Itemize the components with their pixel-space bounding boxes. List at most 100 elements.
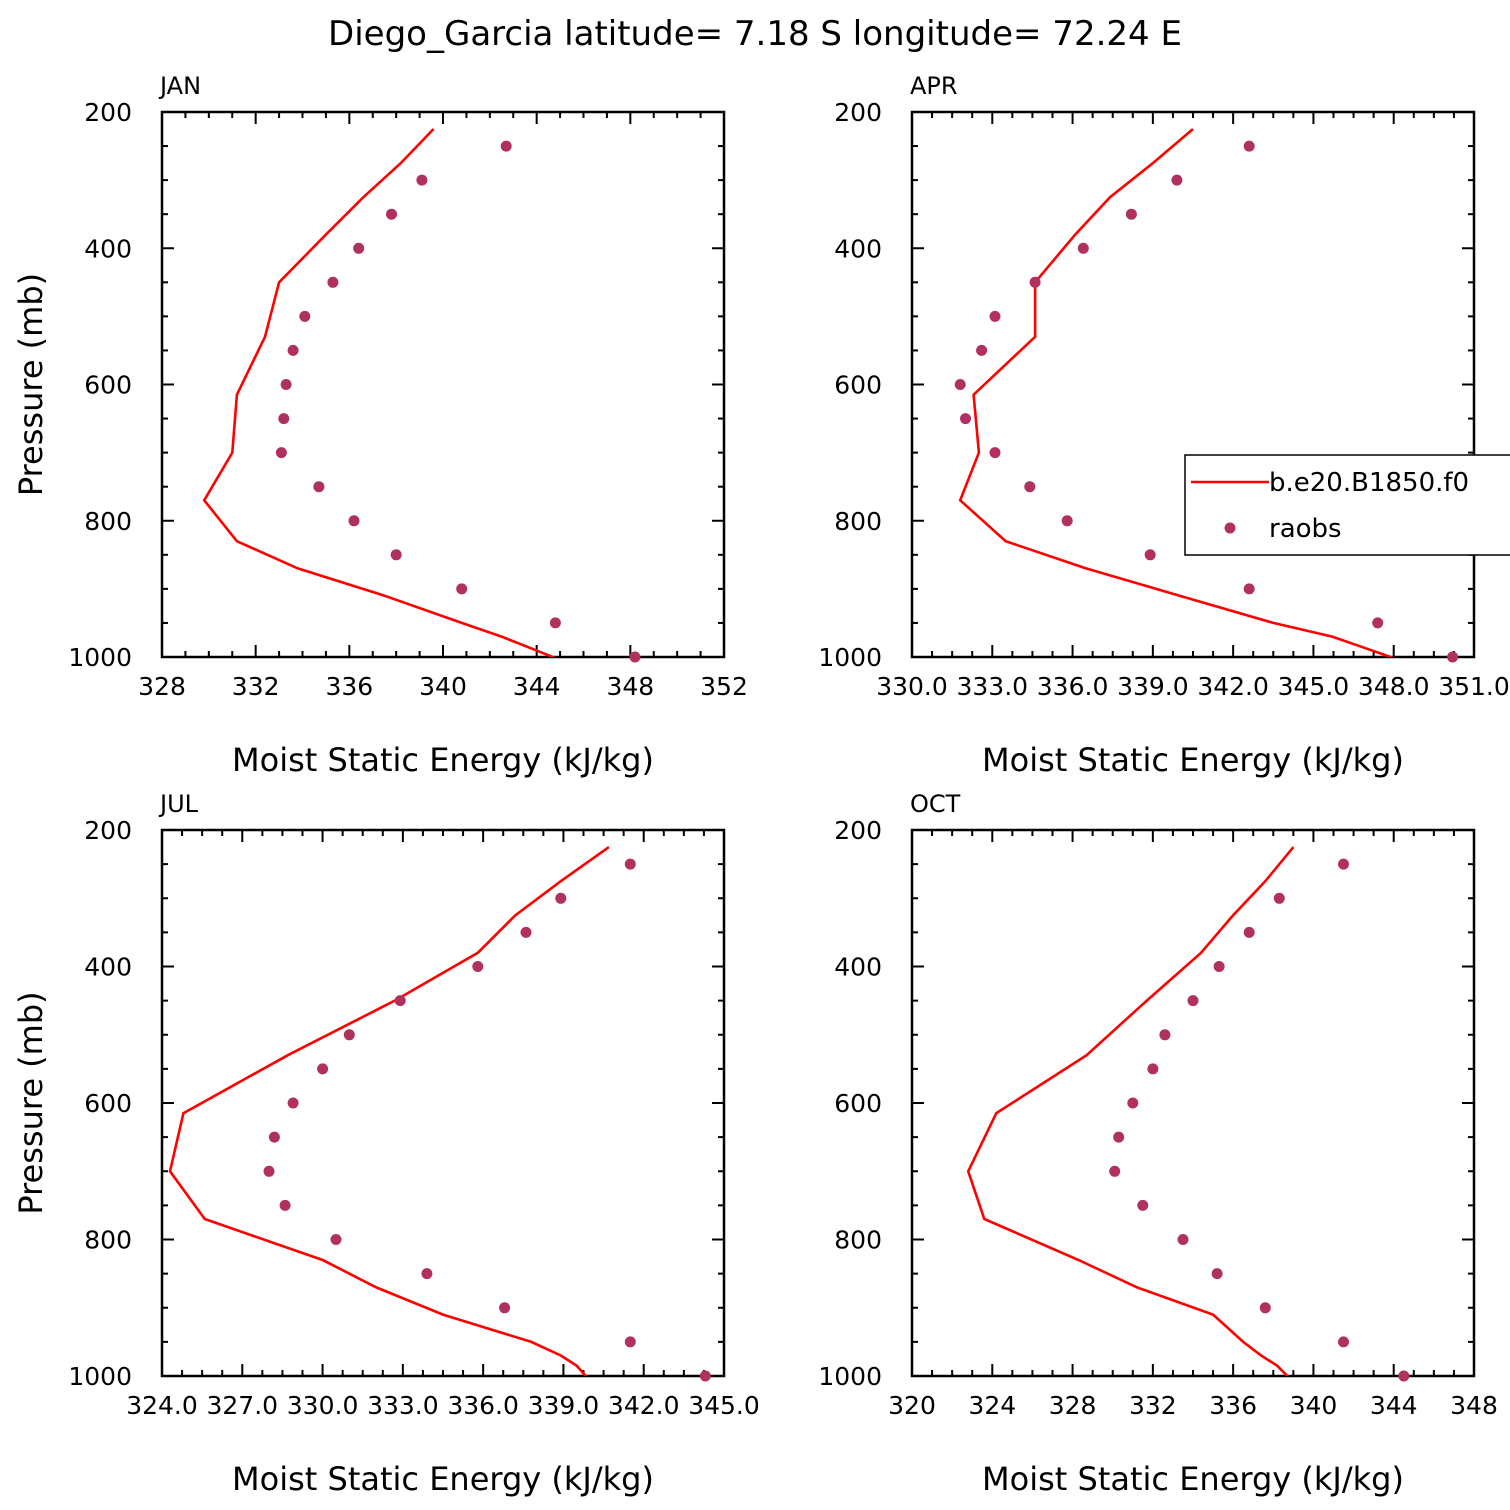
x-tick-label: 342.0 <box>608 1391 680 1420</box>
obs-point <box>500 140 512 152</box>
plot-frame <box>160 828 726 1378</box>
panel-apr: 330.0 333.0 336.0 339.0 342.0 345.0 348.0 351.0… <box>818 72 1509 779</box>
obs-point <box>629 651 641 663</box>
obs-point <box>1211 1268 1223 1280</box>
plot-frame <box>160 110 726 659</box>
obs-point <box>555 892 567 904</box>
panel-label: APR <box>910 72 958 100</box>
obs-point <box>1259 1302 1271 1314</box>
obs-point <box>456 583 468 595</box>
obs-point <box>1243 926 1255 938</box>
obs-point <box>275 447 287 459</box>
y-tick-label: 600 <box>834 1089 882 1118</box>
obs-point <box>1125 208 1137 220</box>
y-tick-label: 200 <box>84 98 132 127</box>
x-tick-label: 345.0 <box>1278 672 1350 701</box>
obs-point <box>263 1165 275 1177</box>
obs-point <box>989 447 1001 459</box>
y-axis-label: Pressure (mb) <box>12 991 50 1214</box>
x-tick-label: 328 <box>1049 1391 1097 1420</box>
obs-point <box>1109 1165 1121 1177</box>
obs-point <box>1243 140 1255 152</box>
obs-point <box>1159 1029 1171 1041</box>
model-series-line <box>168 846 610 1376</box>
obs-point <box>960 413 971 425</box>
x-tick-label: 324.0 <box>126 1391 198 1420</box>
y-tick-label: 600 <box>84 1089 132 1118</box>
y-tick-label: 1000 <box>68 1362 132 1391</box>
obs-point <box>472 961 484 972</box>
legend-model-label: b.e20.B1850.f0 <box>1269 468 1469 498</box>
x-tick-label: 328 <box>138 672 186 701</box>
obs-point <box>287 1097 299 1109</box>
obs-point <box>1144 549 1156 561</box>
y-tick-label: 800 <box>834 1226 882 1255</box>
obs-point <box>313 481 325 493</box>
x-tick-label: 332 <box>1129 1391 1177 1420</box>
x-tick-label: 324 <box>968 1391 1016 1420</box>
obs-point <box>280 379 292 390</box>
y-tick-label: 800 <box>834 507 882 536</box>
obs-point <box>343 1029 355 1041</box>
obs-point <box>348 515 360 527</box>
obs-point <box>1147 1063 1159 1075</box>
y-tick-label: 200 <box>834 98 882 127</box>
obs-point <box>386 208 397 220</box>
panel-label: JAN <box>158 72 201 100</box>
x-tick-label: 339.0 <box>528 1391 600 1420</box>
obs-point <box>1137 1199 1149 1211</box>
y-tick-label: 400 <box>84 234 132 263</box>
obs-point <box>1077 242 1089 254</box>
legend-box <box>1184 454 1510 556</box>
obs-point <box>287 344 299 356</box>
obs-point <box>624 1336 636 1348</box>
y-tick-label: 400 <box>84 953 132 982</box>
x-tick-label: 340 <box>419 672 467 701</box>
obs-point <box>278 413 290 425</box>
x-axis-label: Moist Static Energy (kJ/kg) <box>232 741 654 779</box>
obs-point <box>327 276 339 288</box>
legend-obs-swatch <box>1224 522 1236 534</box>
x-tick-label: 348 <box>606 672 654 701</box>
obs-point <box>1447 651 1459 663</box>
x-tick-label: 336.0 <box>1037 672 1109 701</box>
x-tick-label: 344 <box>513 672 561 701</box>
model-series-line <box>966 846 1295 1376</box>
obs-point <box>1243 583 1255 595</box>
obs-point <box>1187 995 1199 1007</box>
y-tick-label: 400 <box>834 953 882 982</box>
obs-point <box>330 1234 342 1245</box>
model-series-line <box>958 128 1395 657</box>
panel-label: OCT <box>910 790 961 818</box>
panel-jul: 324.0 327.0 330.0 333.0 336.0 339.0 342.0 345.0… <box>12 790 760 1498</box>
x-axis-label: Moist Static Energy (kJ/kg) <box>982 1460 1404 1498</box>
obs-point <box>1171 174 1183 186</box>
obs-point <box>1029 276 1041 288</box>
obs-point <box>624 858 636 870</box>
x-tick-label: 348 <box>1450 1391 1498 1420</box>
x-tick-label: 327.0 <box>206 1391 278 1420</box>
x-tick-label: 320 <box>888 1391 936 1420</box>
x-tick-label: 339.0 <box>1117 672 1189 701</box>
y-tick-label: 600 <box>834 371 882 400</box>
y-tick-label: 200 <box>84 816 132 845</box>
obs-point <box>1024 481 1036 493</box>
model-series-line <box>202 128 557 657</box>
x-tick-label: 348.0 <box>1358 672 1430 701</box>
x-tick-label: 344 <box>1370 1391 1418 1420</box>
x-tick-label: 336 <box>325 672 373 701</box>
x-tick-label: 340 <box>1290 1391 1338 1420</box>
x-tick-label: 336 <box>1209 1391 1257 1420</box>
obs-point <box>421 1268 433 1280</box>
x-tick-label: 342.0 <box>1197 672 1269 701</box>
obs-point <box>268 1131 280 1143</box>
panel-jan: 328 332 336 340 344 348 352 200 400 600 800 1000 JAN… <box>12 72 748 779</box>
figure-title: Diego_Garcia latitude= 7.18 S longitude=… <box>328 14 1182 54</box>
panel-label: JUL <box>158 790 199 818</box>
y-tick-label: 400 <box>834 234 882 263</box>
y-tick-label: 1000 <box>818 643 882 672</box>
y-tick-label: 1000 <box>818 1362 882 1391</box>
plot-frame <box>910 828 1476 1378</box>
obs-point <box>299 310 311 322</box>
y-tick-label: 1000 <box>68 643 132 672</box>
